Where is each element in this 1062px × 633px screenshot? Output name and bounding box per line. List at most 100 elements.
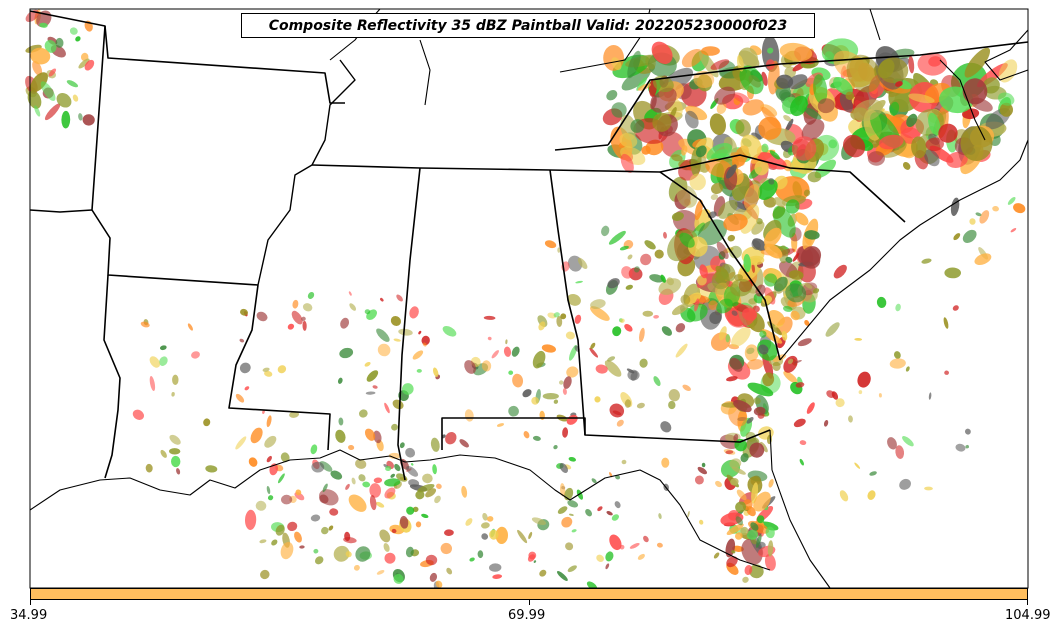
reflectivity-blob xyxy=(75,36,81,42)
reflectivity-blob xyxy=(774,276,788,292)
reflectivity-blob xyxy=(614,501,621,509)
reflectivity-blob xyxy=(482,512,488,521)
reflectivity-blob xyxy=(203,418,211,427)
reflectivity-blob xyxy=(531,396,539,405)
reflectivity-blob xyxy=(751,132,762,140)
reflectivity-blob xyxy=(911,136,927,159)
reflectivity-blob xyxy=(416,368,422,373)
reflectivity-blob xyxy=(751,239,761,251)
reflectivity-blob xyxy=(532,350,546,369)
reflectivity-blob xyxy=(826,390,835,398)
reflectivity-blob xyxy=(384,487,396,499)
reflectivity-blob xyxy=(393,338,401,342)
reflectivity-blob xyxy=(889,101,900,116)
reflectivity-blob xyxy=(624,399,632,408)
colorbar-tick-mark-middle xyxy=(529,600,530,605)
reflectivity-blob xyxy=(149,376,156,391)
reflectivity-blob xyxy=(960,126,993,161)
florida-east-coast xyxy=(769,429,831,589)
reflectivity-blob xyxy=(624,323,633,332)
reflectivity-blob xyxy=(170,455,181,468)
reflectivity-blob xyxy=(544,240,557,249)
reflectivity-blob xyxy=(807,171,822,183)
reflectivity-blob xyxy=(78,113,83,121)
reflectivity-blob xyxy=(601,225,610,237)
reflectivity-blob xyxy=(718,199,738,219)
reflectivity-blob xyxy=(735,501,747,513)
reflectivity-blob xyxy=(833,264,847,279)
reflectivity-blob xyxy=(726,556,738,568)
reflectivity-blob xyxy=(894,351,901,359)
reflectivity-blob xyxy=(330,470,343,480)
reflectivity-blob xyxy=(394,463,401,472)
reflectivity-blob xyxy=(606,511,613,516)
reflectivity-blob xyxy=(854,462,861,469)
reflectivity-blob xyxy=(630,119,645,133)
reflectivity-blob xyxy=(597,506,603,512)
reflectivity-blob xyxy=(345,483,350,490)
reflectivity-blob xyxy=(446,567,453,575)
reflectivity-blob xyxy=(668,389,680,402)
reflectivity-blob xyxy=(557,506,568,514)
border-fl-panhandle xyxy=(441,417,771,450)
reflectivity-blob xyxy=(747,255,765,266)
reflectivity-blob xyxy=(444,529,454,537)
reflectivity-blob xyxy=(685,105,708,121)
reflectivity-blob xyxy=(641,145,651,155)
reflectivity-blob xyxy=(924,486,933,491)
reflectivity-blob xyxy=(944,267,961,279)
reflectivity-blob xyxy=(928,112,941,136)
reflectivity-blob xyxy=(571,529,577,533)
reflectivity-blob xyxy=(577,257,588,270)
reflectivity-blob xyxy=(639,327,645,343)
reflectivity-blob xyxy=(280,541,294,560)
reflectivity-blob xyxy=(725,334,731,343)
reflectivity-blob xyxy=(761,143,769,153)
reflectivity-blob xyxy=(240,308,248,316)
reflectivity-blob xyxy=(953,233,961,241)
reflectivity-blob xyxy=(531,517,547,526)
reflectivity-blob xyxy=(271,539,278,546)
reflectivity-blob xyxy=(340,317,350,329)
reflectivity-blob xyxy=(731,301,739,307)
reflectivity-blob xyxy=(585,509,593,517)
reflectivity-blob xyxy=(235,436,247,450)
reflectivity-blob xyxy=(787,358,794,365)
reflectivity-blob xyxy=(899,478,911,490)
reflectivity-blob xyxy=(563,376,572,389)
reflectivity-blob xyxy=(649,274,664,283)
reflectivity-blob xyxy=(787,74,808,90)
reflectivity-blob xyxy=(779,89,791,100)
reflectivity-blob xyxy=(590,299,606,310)
reflectivity-blob xyxy=(806,402,815,414)
border-la-west xyxy=(103,274,121,479)
reflectivity-blob xyxy=(508,370,514,375)
border-nc-sc xyxy=(659,154,906,223)
reflectivity-blob xyxy=(369,483,382,498)
reflectivity-blob xyxy=(541,344,557,353)
reflectivity-blob xyxy=(48,68,57,77)
reflectivity-blob xyxy=(355,546,371,562)
reflectivity-blob xyxy=(302,303,313,312)
reflectivity-blob xyxy=(353,564,360,571)
reflectivity-blob xyxy=(867,490,876,500)
reflectivity-blob xyxy=(287,521,298,532)
reflectivity-blob xyxy=(44,39,57,53)
reflectivity-blob xyxy=(726,523,744,536)
reflectivity-blob xyxy=(760,521,779,531)
reflectivity-blob xyxy=(716,241,729,260)
reflectivity-blob xyxy=(711,182,723,195)
reflectivity-blob xyxy=(481,533,489,540)
reflectivity-blob xyxy=(733,433,739,442)
reflectivity-blob xyxy=(310,444,318,455)
reflectivity-blob xyxy=(1013,203,1026,214)
reflectivity-blob xyxy=(322,483,328,493)
reflectivity-blob xyxy=(671,154,683,162)
reflectivity-blob xyxy=(793,418,806,428)
reflectivity-blob xyxy=(675,343,688,358)
reflectivity-blob xyxy=(767,47,774,54)
reflectivity-blob xyxy=(943,317,949,329)
reflectivity-blob xyxy=(965,444,969,449)
reflectivity-blob xyxy=(839,490,849,502)
reflectivity-blob xyxy=(895,303,901,312)
